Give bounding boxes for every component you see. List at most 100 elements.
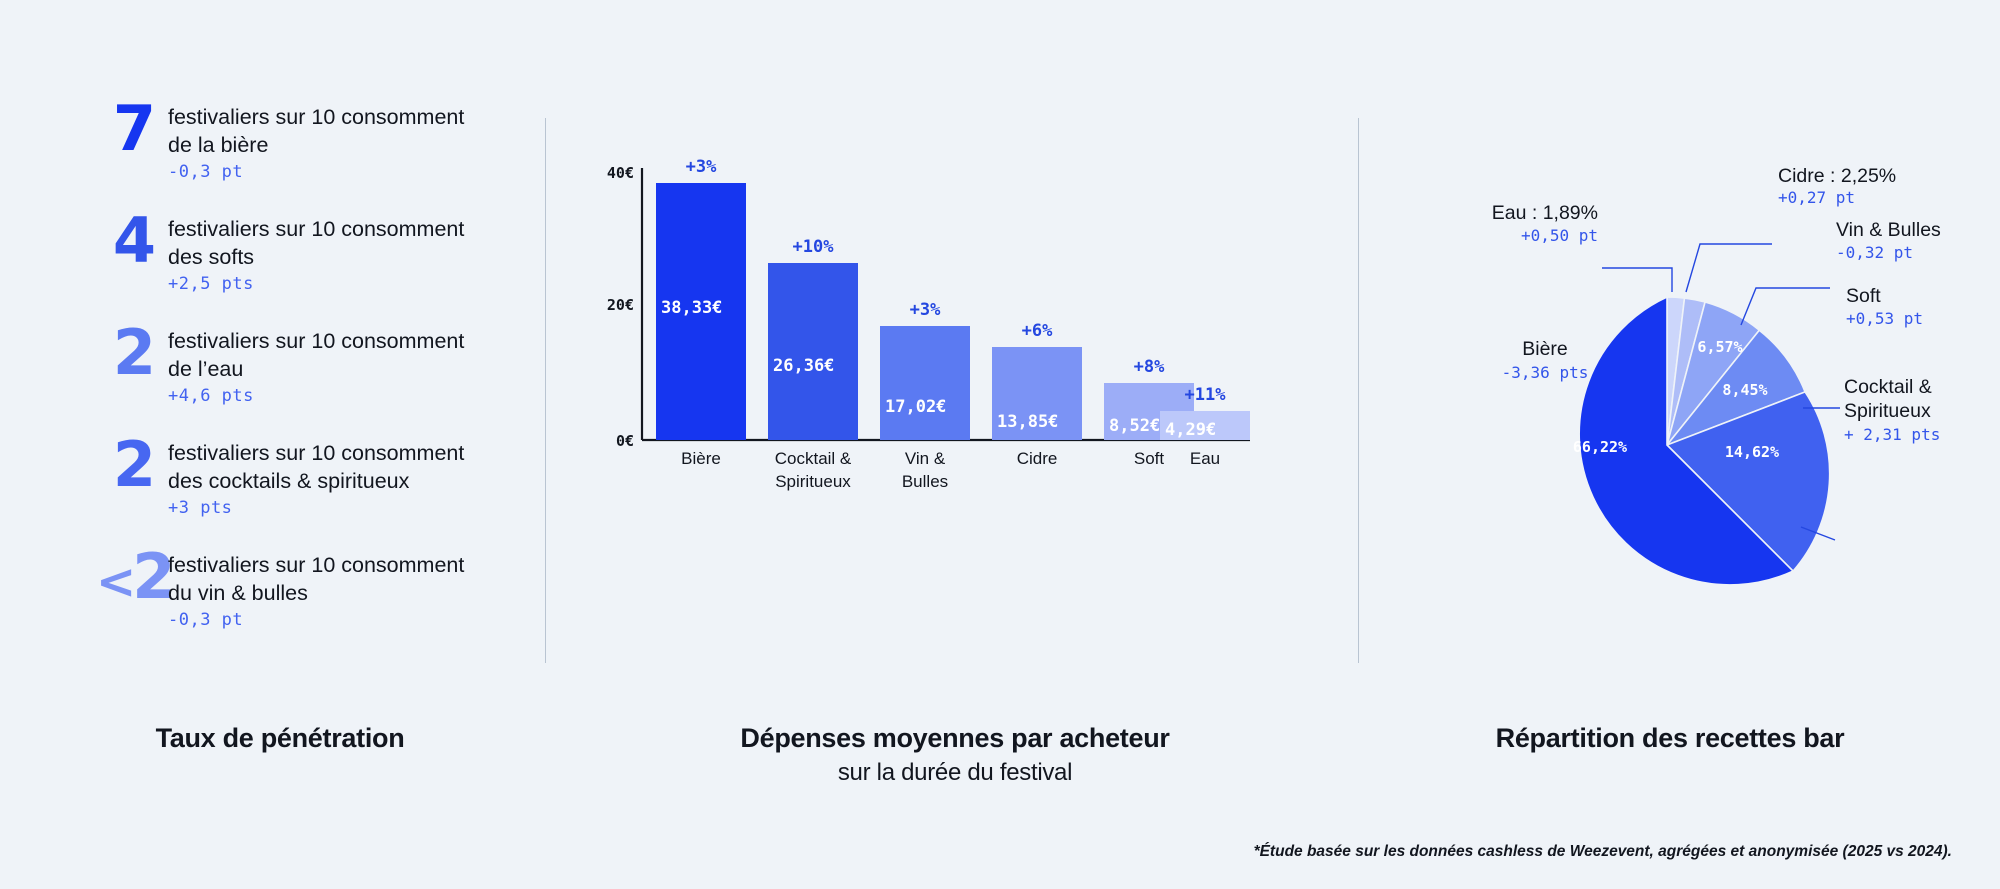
pie-callout-delta-biere: -3,36 pts [1502,363,1589,382]
pie-callout-delta-cidre: +0,27 pt [1778,188,1855,207]
pie-callout-name-cocktail-line1: Cocktail & [1844,376,1932,398]
pie-value-label-cocktail: 14,62% [1725,443,1779,461]
stat-body: festivaliers sur 10 consomment des softs… [168,212,464,294]
pie-callout-cocktail: Cocktail & Spiritueux + 2,31 pts [1844,376,1940,444]
leader-line-eau [1602,267,1673,292]
stat-number: 2 [96,434,168,496]
stat-body: festivaliers sur 10 consomment du vin & … [168,548,464,630]
y-tick-label-0: 0€ [616,432,634,450]
stat-delta: +3 pts [168,498,233,519]
pie-callout-name-biere: Bière [1522,338,1568,360]
stat-text-line-2: de l’eau [168,356,244,381]
bar-growth-label-eau: +11% [1185,385,1227,405]
stat-text-line-2: de la bière [168,132,269,157]
stat-number-value: 7 [112,92,156,165]
bar-group-biere: +3% 38,33€ [656,157,746,440]
x-tick-label-soft: Soft [1134,449,1165,468]
spend-bar-chart: 40€ 20€ 0€ +3% 38,33€ +10% 26,36€ +3% 17… [607,157,1250,491]
leader-line-cocktail [1800,526,1836,541]
bar-group-eau: +11% 4,29€ [1160,385,1250,440]
x-tick-label-biere: Bière [681,449,721,468]
pie-callout-biere: Bière -3,36 pts [1502,338,1589,382]
bar-value-label-soft: 8,52€ [1109,416,1160,436]
pie-callout-cidre: Cidre : 2,25% +0,27 pt [1778,165,1896,207]
bar-value-label-eau: 4,29€ [1165,420,1216,440]
stat-number: 4 [96,210,168,272]
stat-delta: +4,6 pts [168,386,254,407]
x-tick-label-vin-line1: Vin & [905,449,946,468]
list-item: <2 festivaliers sur 10 consomment du vin… [96,546,496,631]
divider-right [1358,118,1359,663]
stat-number-value: 2 [132,540,175,613]
pie-slices [1578,295,1831,586]
pie-value-label-biere: 66,22% [1573,438,1627,456]
leader-line-vin-bulles [1740,287,1830,326]
x-tick-label-cocktail-line2: Spiritueux [775,472,851,491]
penetration-stats-list: 7 festivaliers sur 10 consomment de la b… [96,98,496,660]
x-tick-label-vin-line2: Bulles [902,472,948,491]
page-title-revenue: Répartition des recettes bar [1495,723,1845,753]
bar-growth-label-cidre: +6% [1022,321,1053,341]
pie-callout-name-cidre: Cidre : 2,25% [1778,165,1896,187]
stat-text-line-1: festivaliers sur 10 consomment [168,105,465,129]
stat-number: 2 [96,322,168,384]
pie-callout-eau: Eau : 1,89% +0,50 pt [1492,202,1598,245]
stat-delta: -0,3 pt [168,162,244,183]
stat-text-line-2: des cocktails & spiritueux [168,468,410,493]
stat-text-line-1: festivaliers sur 10 consomment [168,329,465,353]
bar-group-cocktail: +10% 26,36€ [768,237,858,440]
pie-callout-name-cocktail-line2: Spiritueux [1844,400,1931,422]
page-title-spend-sub: sur la durée du festival [837,759,1073,786]
bar-vin [880,326,970,440]
list-item: 7 festivaliers sur 10 consomment de la b… [96,98,496,183]
bar-growth-label-soft: +8% [1134,357,1165,377]
bar-value-label-vin: 17,02€ [885,397,946,417]
stat-body: festivaliers sur 10 consomment de la biè… [168,100,464,182]
stat-text-line-1: festivaliers sur 10 consomment [168,553,465,577]
pie-callout-name-eau: Eau : 1,89% [1492,202,1598,224]
footnote-source: *Étude basée sur les données cashless de… [1253,843,1952,860]
list-item: 4 festivaliers sur 10 consomment des sof… [96,210,496,295]
bar-biere [656,183,746,440]
revenue-pie-chart: 66,22% 14,62% 8,45% 6,57% Eau : 1,89% +0… [1492,165,1941,586]
stat-body: festivaliers sur 10 consomment de l’eau … [168,324,464,406]
stat-number-value: 2 [112,428,156,501]
bar-cidre [992,347,1082,440]
x-tick-label-cocktail-line1: Cocktail & [775,449,852,468]
pie-value-label-vin: 6,57% [1697,338,1742,356]
bar-growth-label-biere: +3% [686,157,717,177]
pie-callout-soft: Soft +0,53 pt [1846,285,1923,328]
bar-group-vin: +3% 17,02€ [880,300,970,440]
pie-callout-delta-eau: +0,50 pt [1521,226,1598,245]
list-item: 2 festivaliers sur 10 consomment de l’ea… [96,322,496,407]
x-tick-label-eau: Eau [1190,449,1220,468]
y-tick-label-20: 20€ [607,296,634,314]
stat-number-value: 4 [112,204,156,277]
pie-callout-delta-vin: -0,32 pt [1836,243,1913,262]
stat-number: 7 [96,98,168,160]
page-title-penetration: Taux de pénétration [155,723,405,753]
pie-callout-vin-bulles: Vin & Bulles -0,32 pt [1836,219,1941,262]
bar-value-label-biere: 38,33€ [661,298,722,318]
stat-number: <2 [96,546,175,608]
stat-delta: -0,3 pt [168,610,244,631]
y-tick-label-40: 40€ [607,164,634,182]
bar-value-label-cidre: 13,85€ [997,412,1058,432]
bar-growth-label-vin: +3% [910,300,941,320]
stat-number-value: 2 [112,316,156,389]
stat-text-line-1: festivaliers sur 10 consomment [168,217,465,241]
bar-value-label-cocktail: 26,36€ [773,356,834,376]
stat-delta: +2,5 pts [168,274,254,295]
page-title-spend: Dépenses moyennes par acheteur sur la du… [560,723,1350,787]
divider-left [545,118,546,663]
pie-callout-name-soft: Soft [1846,285,1881,307]
bar-growth-label-cocktail: +10% [793,237,835,257]
pie-callout-delta-cocktail: + 2,31 pts [1844,425,1940,444]
bar-eau [1160,411,1250,440]
stat-body: festivaliers sur 10 consomment des cockt… [168,436,464,518]
stat-text-line-2: des softs [168,244,255,269]
page-title-spend-main: Dépenses moyennes par acheteur [740,723,1170,753]
stat-text-line-1: festivaliers sur 10 consomment [168,441,465,465]
pie-value-label-soft: 8,45% [1722,381,1767,399]
